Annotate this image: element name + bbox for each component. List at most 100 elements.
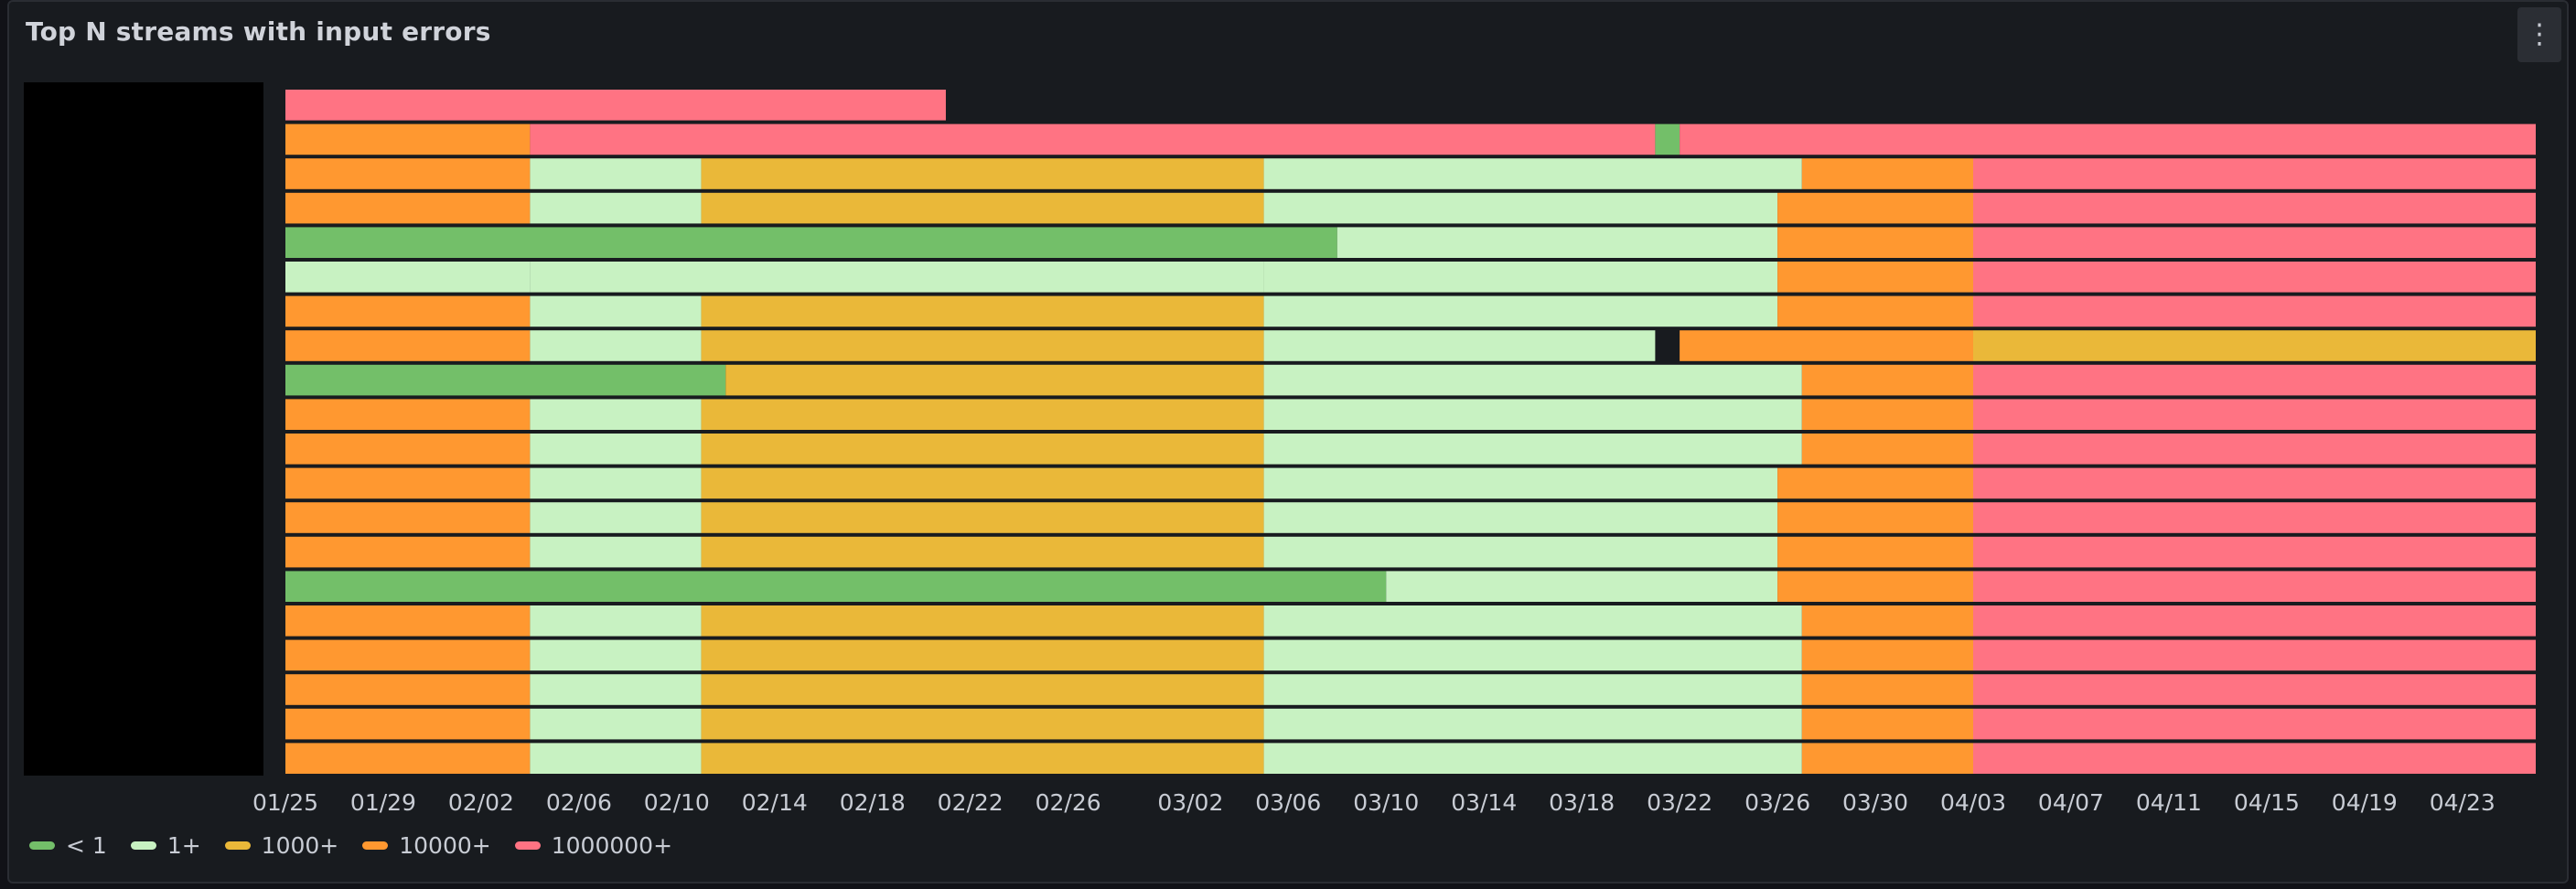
heatmap-cell[interactable]: [1973, 708, 2536, 740]
heatmap-cell[interactable]: [530, 674, 702, 705]
heatmap-cell[interactable]: [701, 639, 1264, 671]
heatmap-row[interactable]: [285, 708, 2536, 740]
heatmap-row[interactable]: [285, 674, 2536, 705]
heatmap-cell[interactable]: [1777, 571, 1973, 602]
heatmap-row[interactable]: [285, 571, 2536, 602]
heatmap-cell[interactable]: [1973, 330, 2536, 361]
heatmap-cell[interactable]: [285, 295, 531, 327]
heatmap-cell[interactable]: [1777, 502, 1973, 533]
heatmap-cell[interactable]: [530, 708, 702, 740]
heatmap-cell[interactable]: [530, 743, 702, 774]
heatmap-cell[interactable]: [530, 192, 702, 224]
heatmap-cell[interactable]: [530, 295, 702, 327]
heatmap-cell[interactable]: [285, 674, 531, 705]
heatmap-cell[interactable]: [530, 639, 702, 671]
heatmap-cell[interactable]: [530, 158, 702, 189]
heatmap-cell[interactable]: [530, 330, 702, 361]
heatmap-cell[interactable]: [1973, 227, 2536, 258]
heatmap-cell[interactable]: [1973, 192, 2536, 224]
heatmap-cell[interactable]: [530, 536, 702, 568]
heatmap-cell[interactable]: [1973, 399, 2536, 430]
heatmap-cell[interactable]: [1777, 227, 1973, 258]
heatmap-cell[interactable]: [1263, 674, 1802, 705]
heatmap-cell[interactable]: [1263, 467, 1778, 499]
heatmap-cell[interactable]: [1973, 639, 2536, 671]
heatmap-cell[interactable]: [1777, 295, 1973, 327]
heatmap-cell[interactable]: [285, 743, 531, 774]
heatmap-cell[interactable]: [1263, 502, 1778, 533]
heatmap-cell[interactable]: [1973, 536, 2536, 568]
heatmap-cell[interactable]: [701, 192, 1264, 224]
heatmap-cell[interactable]: [1263, 605, 1802, 637]
heatmap-cell[interactable]: [701, 605, 1264, 637]
heatmap-cell[interactable]: [1263, 536, 1778, 568]
heatmap-cell[interactable]: [1263, 192, 1778, 224]
heatmap-cell[interactable]: [1801, 364, 1973, 396]
heatmap-cell[interactable]: [285, 90, 946, 121]
heatmap-cell[interactable]: [1263, 295, 1778, 327]
heatmap-row[interactable]: [285, 90, 946, 121]
heatmap-cell[interactable]: [701, 399, 1264, 430]
heatmap-cell[interactable]: [285, 536, 531, 568]
heatmap-row[interactable]: [285, 364, 2536, 396]
legend-item[interactable]: 1000+: [224, 832, 338, 859]
heatmap-cell[interactable]: [701, 330, 1264, 361]
heatmap-cell[interactable]: [530, 434, 702, 465]
heatmap-cell[interactable]: [1263, 262, 1778, 293]
legend-item[interactable]: 1+: [130, 832, 201, 859]
heatmap-cell[interactable]: [285, 605, 531, 637]
heatmap-cell[interactable]: [285, 467, 531, 499]
heatmap-cell[interactable]: [701, 674, 1264, 705]
heatmap-cell[interactable]: [285, 502, 531, 533]
heatmap-cell[interactable]: [1777, 192, 1973, 224]
heatmap-row[interactable]: [285, 743, 2536, 774]
heatmap-cell[interactable]: [1777, 262, 1973, 293]
heatmap-cell[interactable]: [1777, 467, 1973, 499]
heatmap-cell[interactable]: [285, 158, 531, 189]
heatmap-cell[interactable]: [530, 467, 702, 499]
heatmap-cell[interactable]: [530, 262, 1264, 293]
heatmap-cell[interactable]: [701, 158, 1264, 189]
heatmap-cell[interactable]: [1263, 639, 1802, 671]
legend-item[interactable]: 10000+: [362, 832, 491, 859]
heatmap-cell[interactable]: [285, 708, 531, 740]
heatmap-cell[interactable]: [701, 467, 1264, 499]
heatmap-cell[interactable]: [1973, 158, 2536, 189]
heatmap-cell[interactable]: [701, 536, 1264, 568]
heatmap-cell[interactable]: [1973, 571, 2536, 602]
heatmap-row[interactable]: [285, 262, 2536, 293]
heatmap-cell[interactable]: [1680, 123, 2536, 155]
heatmap-cell[interactable]: [701, 502, 1264, 533]
heatmap-cell[interactable]: [285, 330, 531, 361]
heatmap-cell[interactable]: [1263, 743, 1802, 774]
heatmap-cell[interactable]: [285, 571, 1387, 602]
heatmap-cell[interactable]: [1801, 158, 1973, 189]
heatmap-row[interactable]: [285, 123, 2536, 155]
heatmap-cell[interactable]: [1336, 227, 1778, 258]
heatmap-cell[interactable]: [1973, 262, 2536, 293]
heatmap-row[interactable]: [285, 502, 2536, 533]
heatmap-cell[interactable]: [285, 262, 531, 293]
kebab-menu-icon[interactable]: ⋮: [2517, 7, 2561, 62]
heatmap-cell[interactable]: [1263, 330, 1656, 361]
heatmap-cell[interactable]: [285, 192, 531, 224]
heatmap-row[interactable]: [285, 605, 2536, 637]
heatmap-cell[interactable]: [1801, 639, 1973, 671]
heatmap-cell[interactable]: [1263, 364, 1802, 396]
heatmap-row[interactable]: [285, 158, 2536, 189]
heatmap-cell[interactable]: [1777, 536, 1973, 568]
heatmap-cell[interactable]: [1801, 434, 1973, 465]
heatmap-cell[interactable]: [1801, 708, 1973, 740]
heatmap-cell[interactable]: [1263, 434, 1802, 465]
heatmap-cell[interactable]: [1263, 399, 1802, 430]
heatmap-cell[interactable]: [1973, 467, 2536, 499]
heatmap-row[interactable]: [285, 227, 2536, 258]
heatmap-cell[interactable]: [1680, 330, 1973, 361]
heatmap-row[interactable]: [285, 330, 2536, 361]
legend-item[interactable]: < 1: [29, 832, 107, 859]
heatmap-row[interactable]: [285, 295, 2536, 327]
heatmap-cell[interactable]: [530, 123, 1656, 155]
heatmap-row[interactable]: [285, 639, 2536, 671]
heatmap-cell[interactable]: [1973, 674, 2536, 705]
heatmap-cell[interactable]: [1973, 364, 2536, 396]
